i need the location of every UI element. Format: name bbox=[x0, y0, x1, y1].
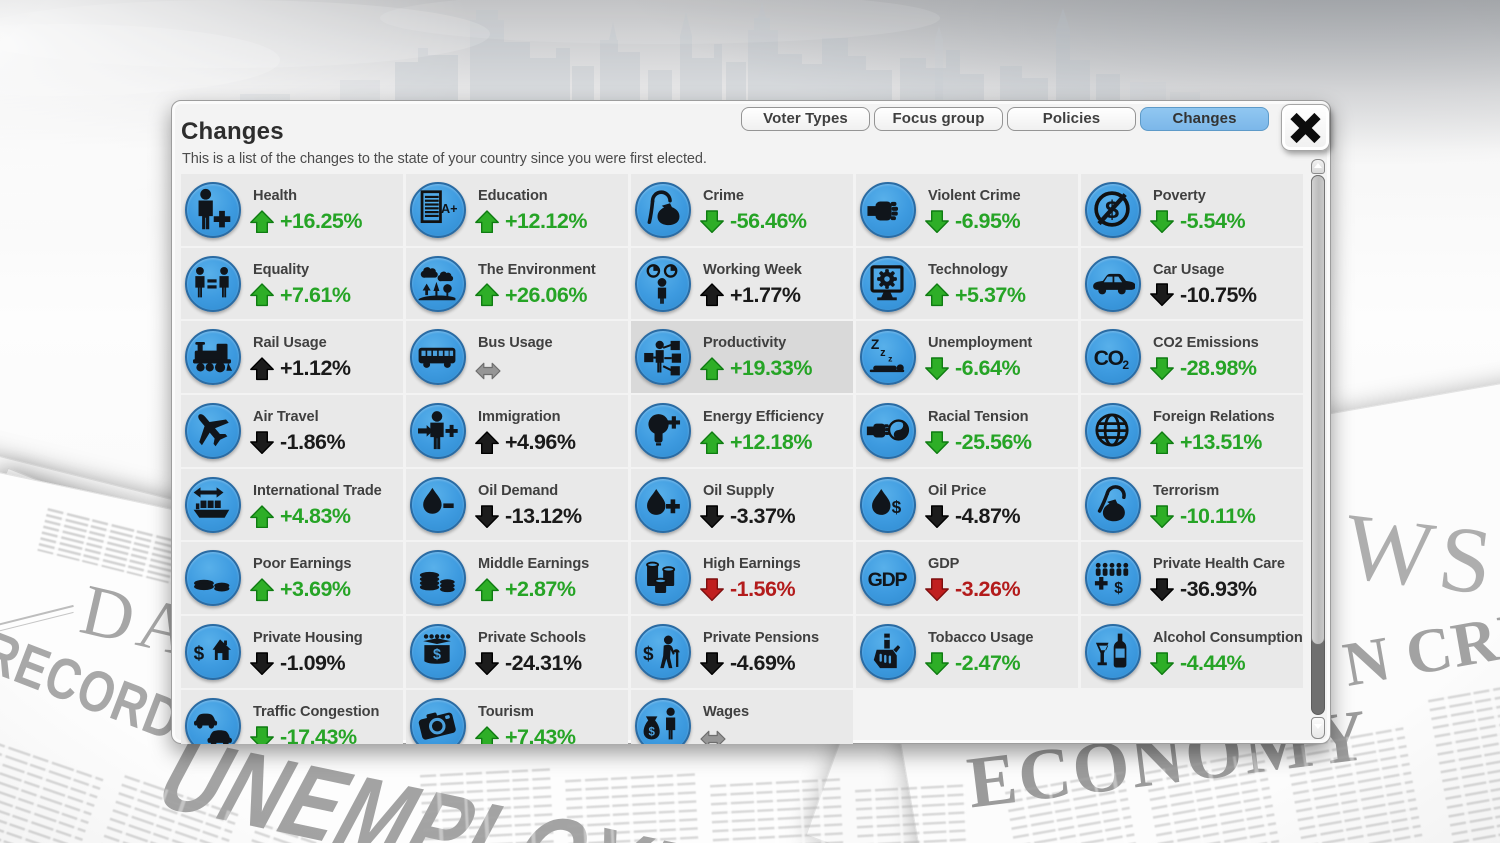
svg-text:2: 2 bbox=[1123, 358, 1130, 372]
svg-text:z: z bbox=[888, 353, 892, 363]
svg-text:A+: A+ bbox=[441, 202, 458, 216]
svg-text:$: $ bbox=[643, 644, 654, 665]
svg-text:z: z bbox=[880, 347, 886, 359]
svg-text:$: $ bbox=[649, 727, 656, 739]
svg-text:Z: Z bbox=[871, 337, 880, 352]
svg-text:$: $ bbox=[194, 643, 205, 664]
svg-text:CO: CO bbox=[1094, 346, 1124, 370]
svg-text:$: $ bbox=[892, 497, 902, 517]
svg-text:GDP: GDP bbox=[868, 569, 908, 591]
svg-text:$: $ bbox=[433, 646, 441, 662]
svg-text:$: $ bbox=[1115, 580, 1124, 597]
